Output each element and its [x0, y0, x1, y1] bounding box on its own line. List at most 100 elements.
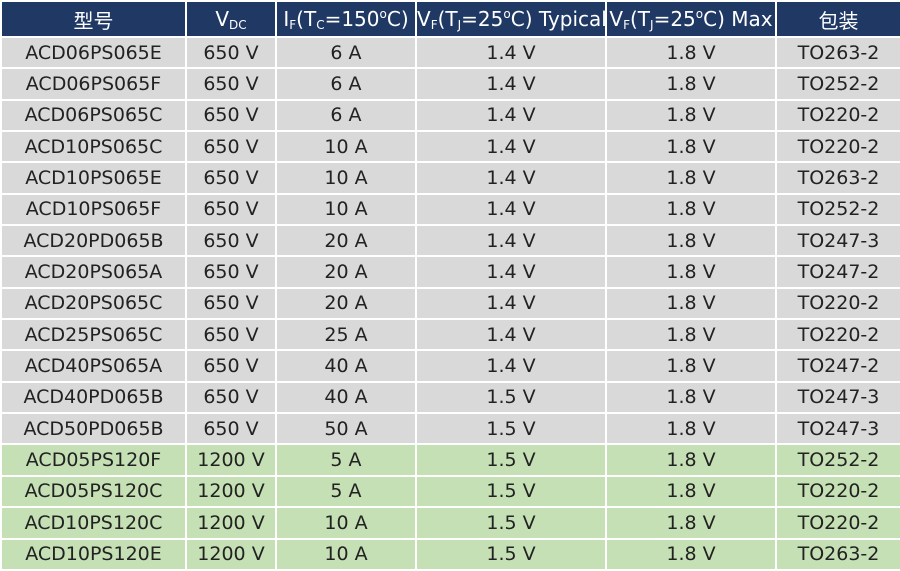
table-cell: 650 V [185, 412, 277, 446]
header-text: V [417, 6, 431, 31]
table-cell: 1.8 V [605, 443, 777, 477]
table-cell: 1.8 V [605, 192, 777, 227]
table-cell: TO247-2 [775, 255, 900, 289]
table-cell: ACD05PS120C [0, 474, 187, 509]
header-cell: VF(TJ=25oC) Max [605, 0, 777, 38]
table-cell: 1.4 V [415, 349, 607, 383]
table-cell: 10 A [275, 161, 417, 195]
header-text: =25 [653, 6, 696, 31]
table-cell: 1.8 V [605, 286, 777, 321]
table-cell: TO220-2 [775, 318, 900, 352]
table-cell: 1.8 V [605, 224, 777, 258]
table-cell: 1.8 V [605, 161, 777, 195]
table-cell: ACD06PS065E [0, 35, 187, 70]
header-row: 型号 VDC IF(TC=150oC) VF(TJ=25oC) Typical VF(T… [0, 0, 900, 38]
table-cell: ACD10PS065E [0, 161, 187, 195]
table-cell: 1.8 V [605, 537, 777, 571]
table-cell: 1.8 V [605, 380, 777, 415]
table-cell: 1.4 V [415, 192, 607, 227]
table-cell: 1.5 V [415, 380, 607, 415]
table-cell: 25 A [275, 318, 417, 352]
table-cell: ACD40PS065A [0, 349, 187, 383]
header-text: V [609, 6, 624, 31]
table-cell: ACD40PD065B [0, 380, 187, 415]
table-cell: ACD05PS120F [0, 443, 187, 477]
table-cell: TO220-2 [775, 130, 900, 164]
table-cell: 650 V [185, 192, 277, 227]
table-cell: 1.8 V [605, 98, 777, 133]
header-text: J [457, 17, 462, 32]
table-cell: 1.5 V [415, 412, 607, 446]
table-cell: TO252-2 [775, 67, 900, 101]
table-cell: TO220-2 [775, 98, 900, 133]
table-cell: 10 A [275, 130, 417, 164]
table-cell: 20 A [275, 255, 417, 289]
table-cell: 1.4 V [415, 35, 607, 70]
header-text: I [283, 6, 290, 31]
table-cell: 1.4 V [415, 67, 607, 101]
table-cell: 20 A [275, 286, 417, 321]
table-cell: 6 A [275, 67, 417, 101]
table-cell: 10 A [275, 537, 417, 571]
header-text: =150 [324, 6, 380, 31]
table-cell: 1.8 V [605, 255, 777, 289]
table-row: ACD10PS120C 1200 V 10 A 1.5 V 1.8 V TO220-2 [0, 506, 900, 540]
table-cell: 1.4 V [415, 286, 607, 321]
table-cell: TO220-2 [775, 474, 900, 509]
header-text: F [623, 17, 630, 32]
table-cell: 40 A [275, 349, 417, 383]
table-cell: 650 V [185, 380, 277, 415]
table-cell: 1200 V [185, 443, 277, 477]
table-cell: ACD50PD065B [0, 412, 187, 446]
table-cell: TO263-2 [775, 35, 900, 70]
header-text: F [289, 17, 297, 32]
table-cell: TO263-2 [775, 161, 900, 195]
table-cell: 1200 V [185, 506, 277, 540]
table-cell: 650 V [185, 224, 277, 258]
table-cell: 1200 V [185, 537, 277, 571]
table-cell: 1.8 V [605, 130, 777, 164]
table-cell: ACD10PS120C [0, 506, 187, 540]
table-cell: 1.5 V [415, 506, 607, 540]
header-text: C) Max [703, 6, 773, 31]
header-text: DC [229, 17, 247, 32]
table-cell: 1.8 V [605, 474, 777, 509]
table-cell: 1.4 V [415, 130, 607, 164]
table-row: ACD50PD065B 650 V 50 A 1.5 V 1.8 V TO247-3 [0, 412, 900, 446]
table-row: ACD20PD065B 650 V 20 A 1.4 V 1.8 V TO247-3 [0, 224, 900, 258]
header-cell: IF(TC=150oC) [275, 0, 417, 38]
table-cell: ACD10PS120E [0, 537, 187, 571]
table-cell: TO247-2 [775, 349, 900, 383]
table-cell: 650 V [185, 98, 277, 133]
table-cell: 1.5 V [415, 537, 607, 571]
table-cell: ACD25PS065C [0, 318, 187, 352]
table-cell: TO252-2 [775, 192, 900, 227]
table-cell: 1.8 V [605, 506, 777, 540]
header-cell: VF(TJ=25oC) Typical [415, 0, 607, 38]
header-text: =25 [461, 6, 504, 31]
table-cell: ACD06PS065F [0, 67, 187, 101]
header-text: J [650, 17, 654, 32]
table-row: ACD40PS065A 650 V 40 A 1.4 V 1.8 V TO247-2 [0, 349, 900, 383]
header-text: 型号 [73, 8, 114, 33]
table-cell: ACD10PS065F [0, 192, 187, 227]
header-text: C) [386, 6, 409, 31]
header-text: o [695, 6, 704, 21]
table-cell: 1.5 V [415, 474, 607, 509]
table-cell: 40 A [275, 380, 417, 415]
header-text: o [379, 6, 387, 21]
table-cell: 650 V [185, 35, 277, 70]
table-cell: 650 V [185, 161, 277, 195]
table-cell: TO247-3 [775, 224, 900, 258]
table-cell: 1.4 V [415, 161, 607, 195]
table-cell: ACD06PS065C [0, 98, 187, 133]
table-row: ACD25PS065C 650 V 25 A 1.4 V 1.8 V TO220-2 [0, 318, 900, 352]
table-cell: 1.8 V [605, 349, 777, 383]
table-cell: 1.4 V [415, 255, 607, 289]
header-cell: 型号 [0, 0, 187, 38]
header-text: C [316, 17, 325, 32]
